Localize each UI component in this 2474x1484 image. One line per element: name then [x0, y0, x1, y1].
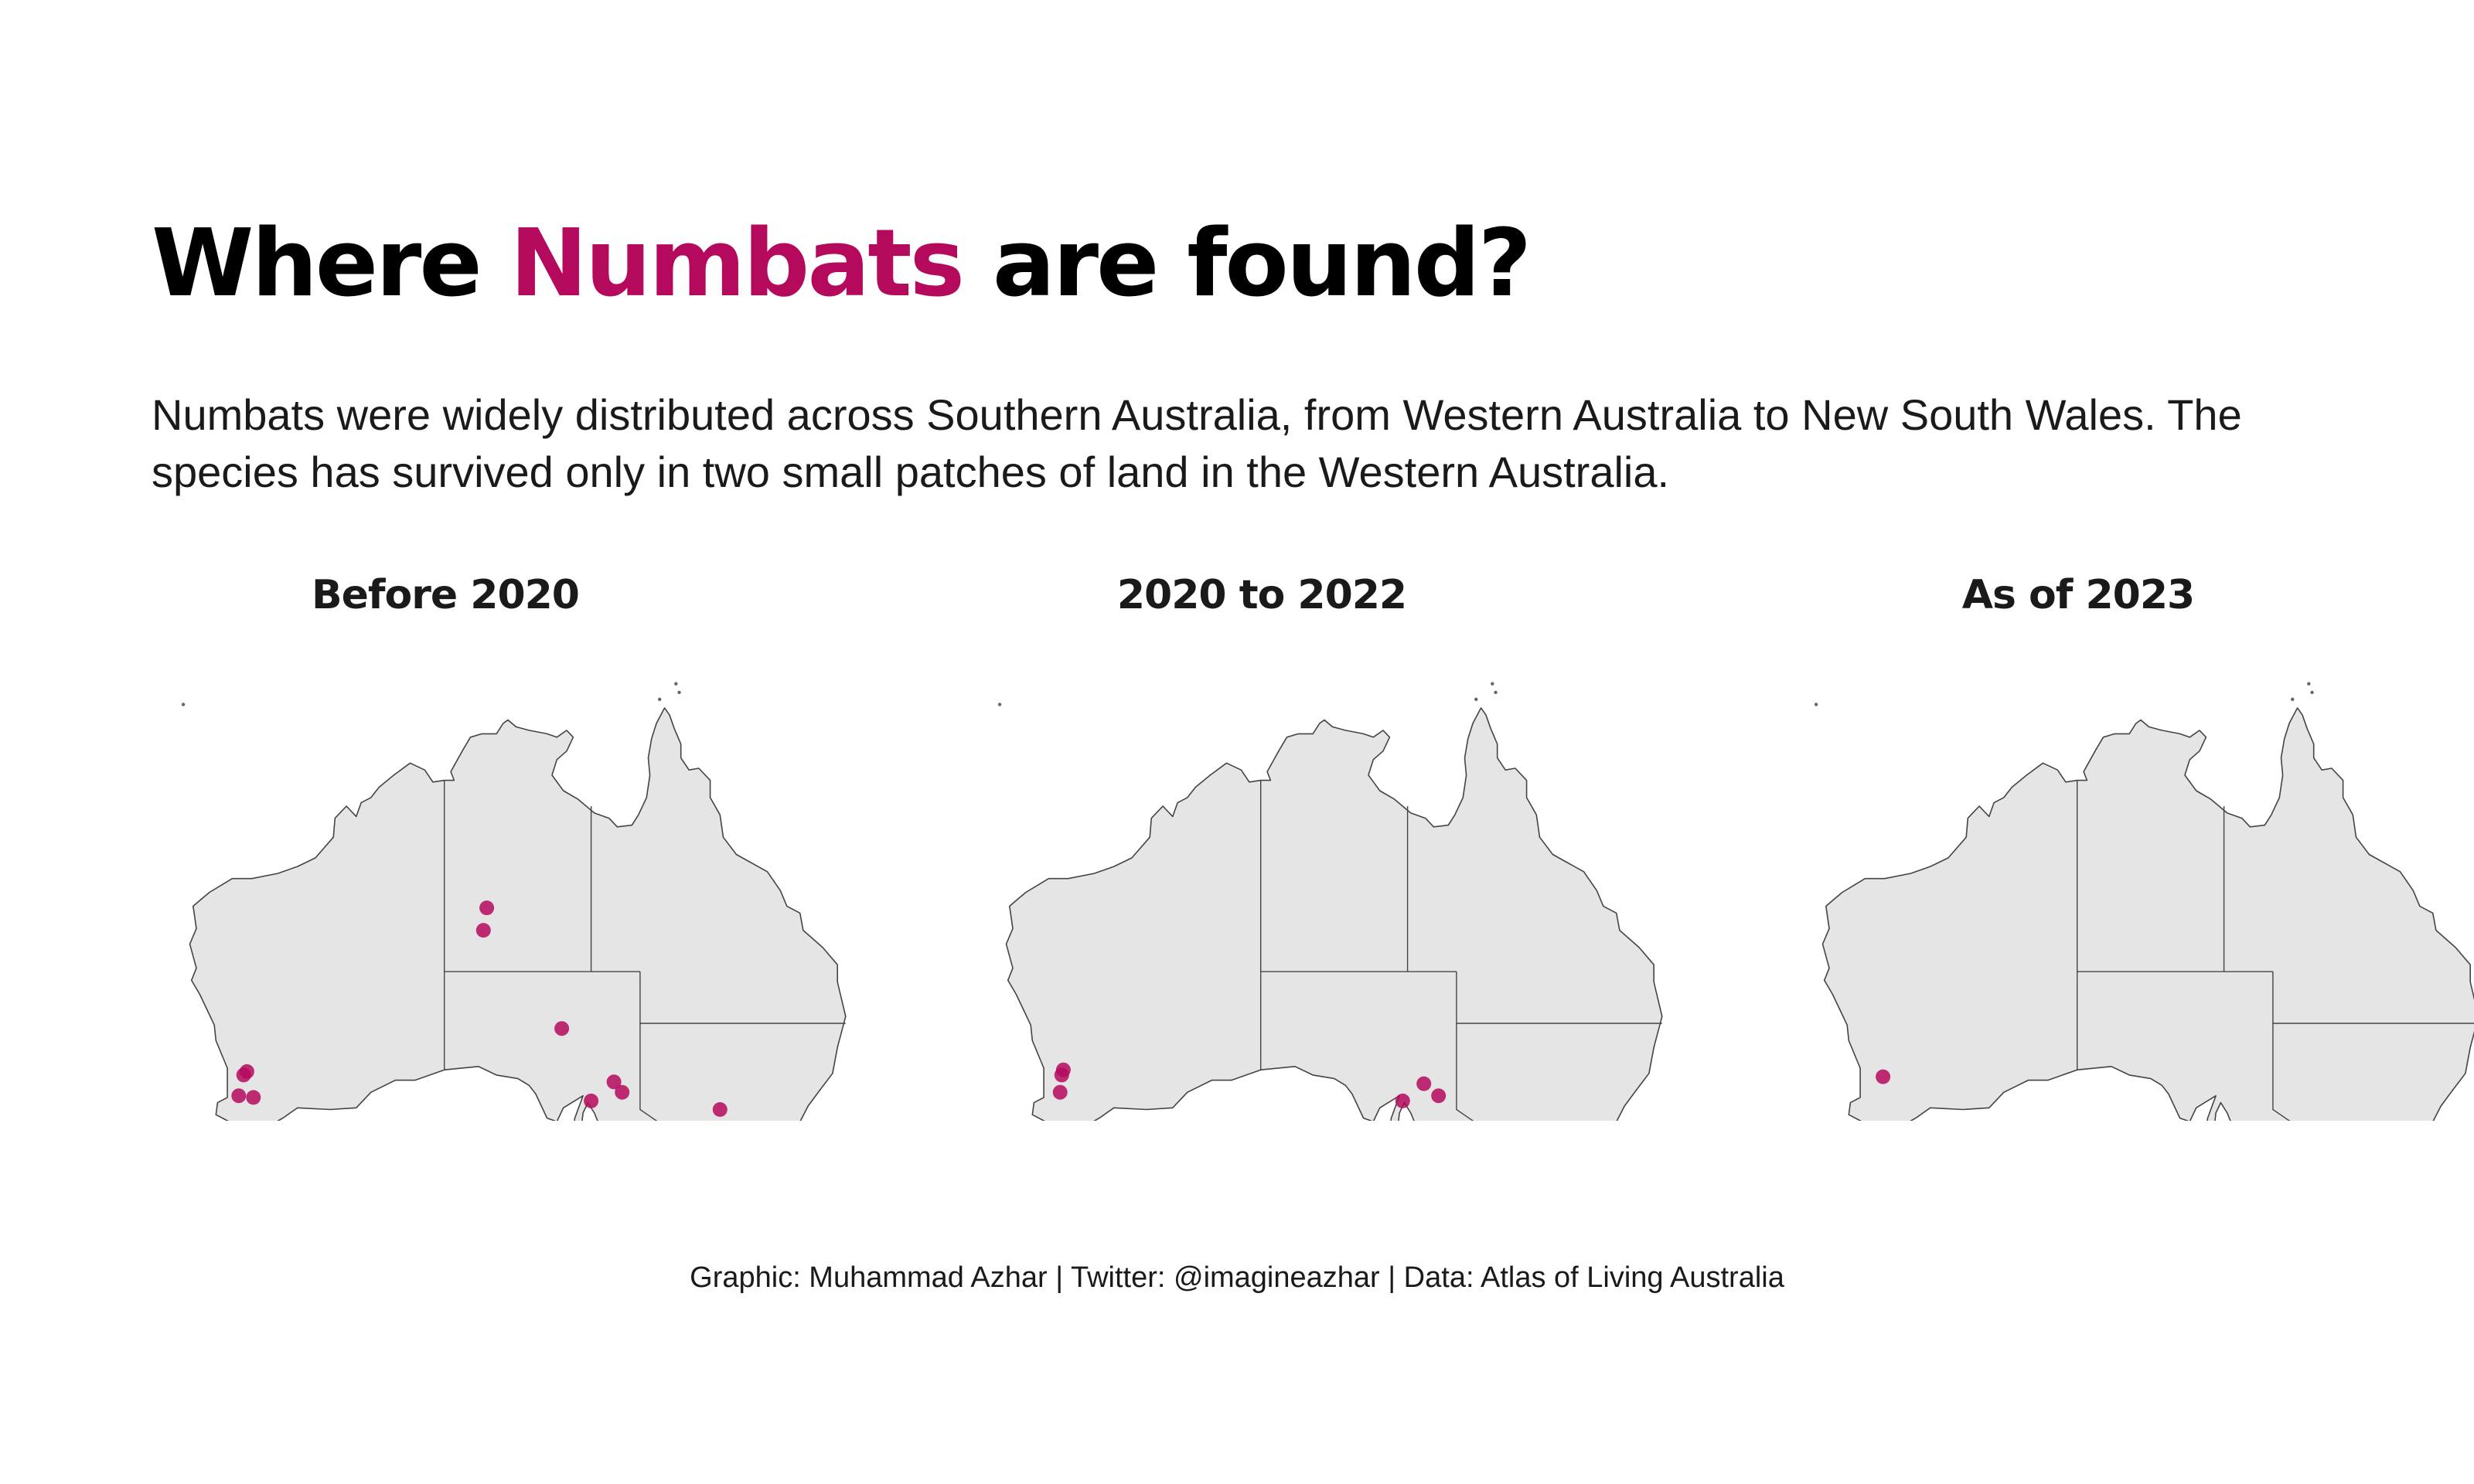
- sighting-point: [584, 1093, 599, 1108]
- page-title: Where Numbats are found?: [152, 218, 1532, 311]
- mainland-australia: [1005, 707, 1663, 1121]
- sighting-point: [246, 1090, 261, 1105]
- sighting-point: [1052, 1084, 1068, 1100]
- map-panel-before-2020: Before 2020: [36, 572, 855, 1128]
- australia-map: [181, 682, 847, 1121]
- sighting-point: [606, 1074, 622, 1090]
- small-island: [997, 703, 1002, 706]
- small-island: [677, 690, 681, 695]
- sighting-point: [231, 1088, 247, 1104]
- sighting-point: [475, 923, 491, 938]
- map-panel-as-of-2023: As of 2023: [1668, 572, 2474, 1128]
- small-island: [674, 682, 678, 686]
- small-island: [658, 697, 662, 701]
- panel-title: 2020 to 2022: [1116, 572, 1407, 618]
- title-suffix: are found?: [992, 210, 1532, 318]
- small-island: [1494, 690, 1498, 695]
- sighting-point: [1431, 1088, 1447, 1104]
- title-prefix: Where: [152, 210, 482, 318]
- small-island: [1814, 703, 1818, 706]
- map-panel-2020-to-2022: 2020 to 2022: [852, 572, 1671, 1128]
- sighting-point: [712, 1102, 728, 1117]
- state-border: [639, 1023, 658, 1121]
- small-island: [1491, 682, 1494, 686]
- small-island: [2310, 690, 2314, 695]
- sighting-point: [236, 1067, 251, 1083]
- panel-title: As of 2023: [1961, 572, 2195, 618]
- mainland-australia: [189, 707, 847, 1121]
- state-border: [2272, 1023, 2291, 1121]
- sighting-point: [554, 1021, 570, 1036]
- panel-title: Before 2020: [312, 572, 580, 618]
- small-island: [181, 703, 186, 706]
- sighting-point: [1876, 1069, 1891, 1084]
- australia-map: [1814, 682, 2474, 1121]
- mainland-australia: [1821, 707, 2474, 1121]
- sighting-point: [479, 900, 495, 916]
- australia-map: [997, 682, 1663, 1121]
- state-border: [1456, 1023, 1474, 1121]
- sighting-point: [1395, 1093, 1410, 1108]
- small-island: [2291, 697, 2295, 701]
- subtitle: Numbats were widely distributed across S…: [152, 390, 2242, 496]
- small-island: [2307, 682, 2311, 686]
- caption: Graphic: Muhammad Azhar | Twitter: @imag…: [690, 1261, 1784, 1294]
- sighting-point: [1416, 1076, 1432, 1091]
- sighting-point: [615, 1084, 630, 1100]
- sighting-point: [1054, 1067, 1069, 1083]
- title-highlight: Numbats: [509, 210, 966, 318]
- small-island: [1474, 697, 1478, 701]
